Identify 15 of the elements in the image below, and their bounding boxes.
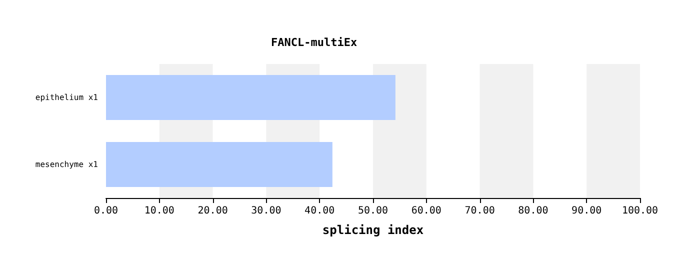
x-tick-label: 20.00 (198, 206, 228, 216)
x-tick-label: 80.00 (518, 206, 548, 216)
x-tick-label: 90.00 (572, 206, 602, 216)
y-tick-label: epithelium x1 (35, 93, 98, 102)
x-tick-label: 100.00 (622, 206, 658, 216)
x-tick-label: 0.00 (94, 206, 118, 216)
y-tick-label: mesenchyme x1 (35, 160, 98, 169)
x-tick-label: 70.00 (464, 206, 495, 216)
x-tick-label: 50.00 (358, 206, 388, 216)
x-tick-label: 40.00 (304, 206, 335, 216)
x-tick-label: 30.00 (251, 206, 282, 216)
chart-title: FANCL-multiEx (271, 36, 358, 49)
x-tick-label: 10.00 (144, 206, 174, 216)
x-tick-label: 60.00 (411, 206, 442, 216)
x-axis-title: splicing index (322, 223, 424, 237)
